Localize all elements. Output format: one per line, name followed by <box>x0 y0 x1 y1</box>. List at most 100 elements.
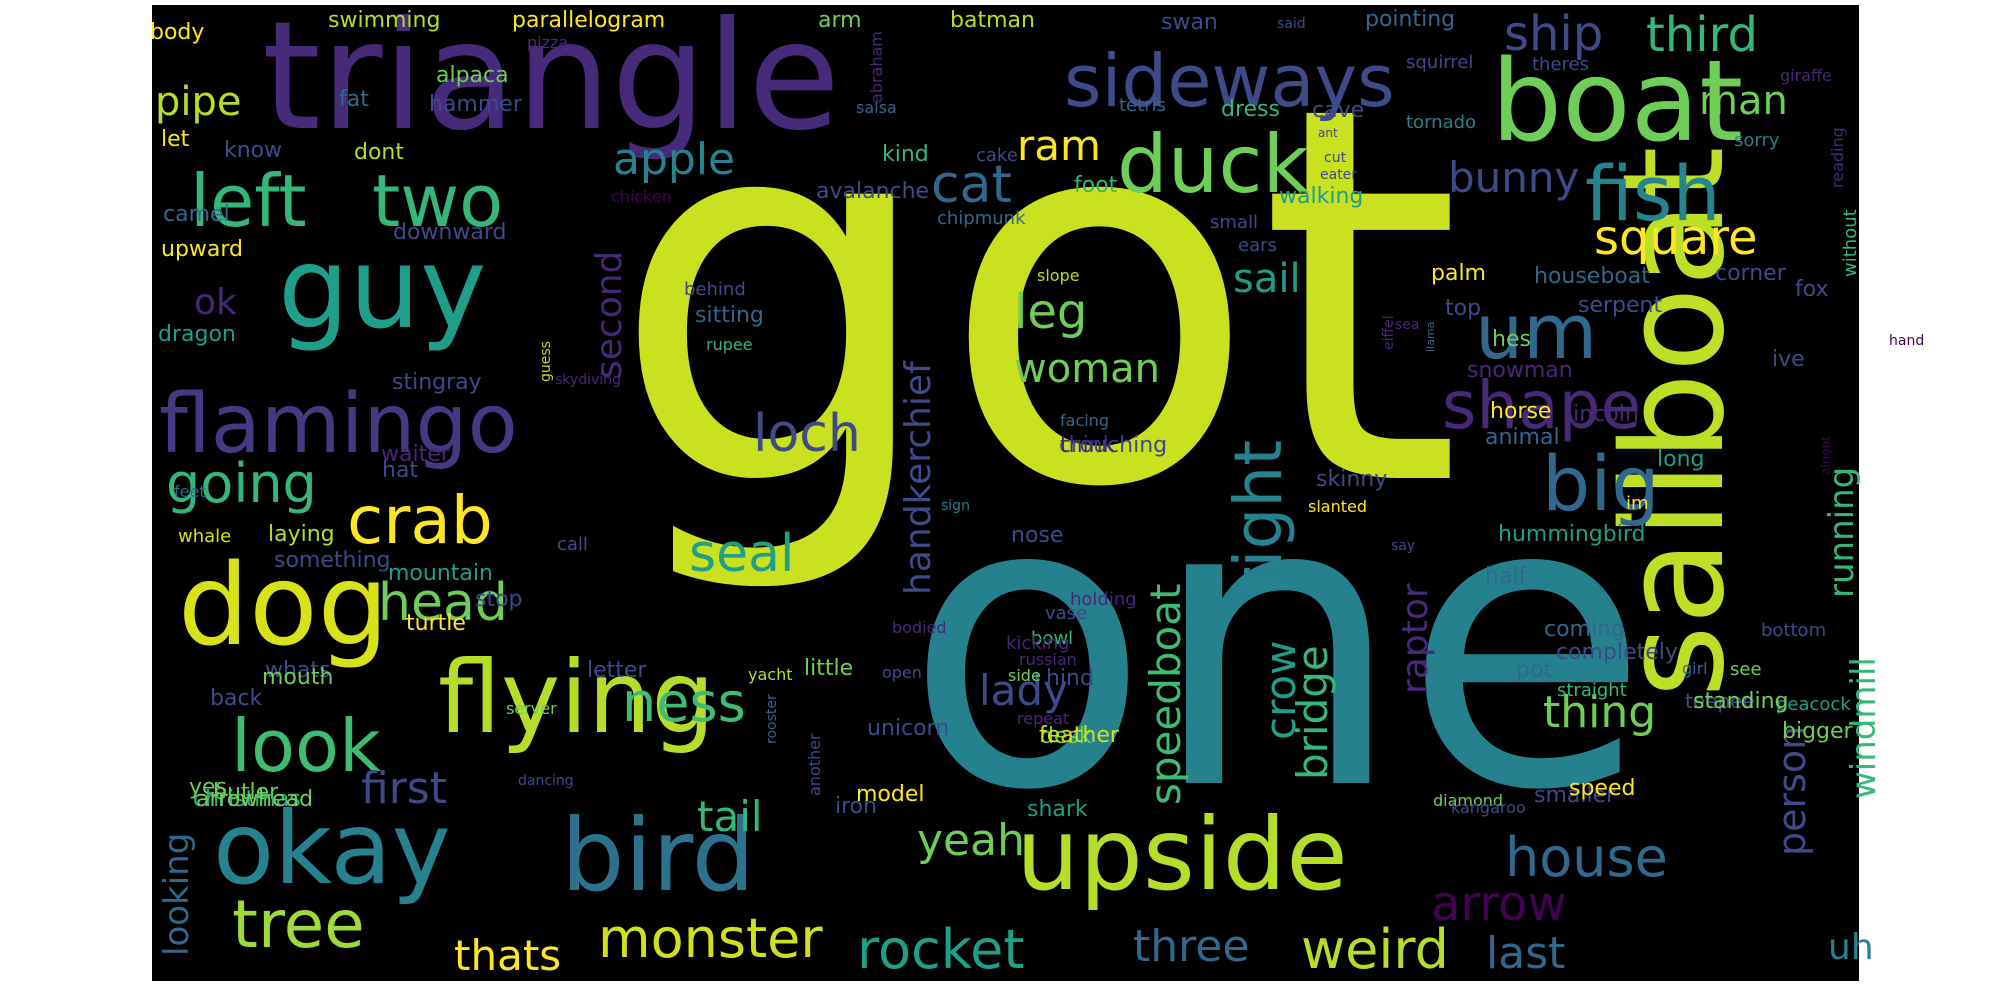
word-weird: weird <box>1301 918 1449 981</box>
word-pot: pot <box>1516 658 1552 683</box>
word-said: said <box>1277 16 1306 32</box>
word-third: third <box>1646 7 1758 63</box>
word-back: back <box>210 686 263 711</box>
word-feather: feather <box>1039 723 1120 748</box>
word-sorry: sorry <box>1734 130 1780 151</box>
word-arm: arm <box>818 8 862 33</box>
word-lincoln: lincoln <box>1567 402 1639 427</box>
word-raptor: raptor <box>1395 583 1436 694</box>
word-butler: butler <box>213 780 279 805</box>
word-swan: swan <box>1161 10 1218 35</box>
word-repeat: repeat <box>1017 709 1069 728</box>
word-speedboat: speedboat <box>1141 584 1190 805</box>
word-long: long <box>1657 447 1704 472</box>
word-eiffel: eiffel <box>1381 315 1397 350</box>
word-without: without <box>1840 209 1861 277</box>
word-nose: nose <box>1011 523 1063 548</box>
word-body: body <box>150 20 204 45</box>
word-square: square <box>1594 210 1758 266</box>
word-monster: monster <box>598 907 823 970</box>
word-seal: seal <box>689 524 794 584</box>
word-holding: holding <box>1070 589 1137 610</box>
word-big: big <box>1542 439 1660 528</box>
word-think: think <box>1060 433 1116 458</box>
word-pizza: pizza <box>527 33 568 52</box>
word-rooster: rooster <box>764 694 780 744</box>
word-handkerchief: handkerchief <box>898 360 939 595</box>
word-parallelogram: parallelogram <box>512 8 665 33</box>
word-three: three <box>1133 921 1249 972</box>
word-stingray: stingray <box>392 370 482 395</box>
word-call: call <box>557 534 588 555</box>
word-chicken: chicken <box>611 187 672 206</box>
word-batman: batman <box>950 8 1035 33</box>
word-lady: lady <box>979 666 1068 715</box>
word-llama: llama <box>1424 322 1437 352</box>
word-uh: uh <box>1828 927 1874 968</box>
word-fat: fat <box>339 87 369 112</box>
word-arrow: arrow <box>1431 876 1567 932</box>
word-dragon: dragon <box>158 322 236 347</box>
word-upward: upward <box>161 237 243 262</box>
word-tetris: tetris <box>1119 95 1166 116</box>
word-palm: palm <box>1431 261 1486 286</box>
word-sign: sign <box>941 498 970 514</box>
word-flying: flying <box>438 639 715 756</box>
word-sideways: sideways <box>1064 39 1395 123</box>
word-slanted: slanted <box>1308 497 1367 516</box>
word-ears: ears <box>1238 235 1277 256</box>
word-cut: cut <box>1324 150 1347 166</box>
word-server: server <box>506 699 557 718</box>
word-crouching: crouching <box>1059 433 1167 458</box>
word-another: another <box>805 733 824 796</box>
word-yeah: yeah <box>917 815 1025 866</box>
word-bowl: bowl <box>1031 628 1073 649</box>
word-swimming: swimming <box>328 8 440 33</box>
word-look: look <box>231 704 381 788</box>
word-straight: straight <box>1557 680 1627 701</box>
word-feet: feet <box>174 482 206 501</box>
word-thing: thing <box>1543 687 1656 738</box>
word-ram: ram <box>1017 121 1101 170</box>
word-kangaroo: kangaroo <box>1451 798 1526 817</box>
word-coming: coming <box>1544 617 1625 642</box>
word-houseboat: houseboat <box>1534 264 1650 289</box>
word-triangle: triangle <box>262 0 840 164</box>
word-alright: alright <box>1819 436 1833 475</box>
word-dont: dont <box>354 140 404 165</box>
word-skinny: skinny <box>1316 467 1387 492</box>
word-bigger: bigger <box>1782 719 1854 744</box>
word-tail: tail <box>697 792 763 841</box>
word-ness: ness <box>622 671 746 734</box>
word-completely: completely <box>1556 640 1678 665</box>
word-windmill: windmill <box>1844 657 1884 799</box>
word-skydiving: skydiving <box>555 372 621 388</box>
word-whale: whale <box>178 526 231 547</box>
word-sail: sail <box>1233 256 1301 302</box>
word-animal: animal <box>1485 425 1560 450</box>
word-two: two <box>372 159 503 243</box>
word-bunny: bunny <box>1448 153 1579 202</box>
word-small: small <box>1210 212 1258 233</box>
word-serpent: serpent <box>1578 293 1662 318</box>
word-theres: theres <box>1532 54 1589 75</box>
word-abraham: abraham <box>867 31 886 103</box>
word-downward: downward <box>393 220 506 245</box>
word-upside: upside <box>1016 796 1348 913</box>
word-say: say <box>1391 538 1415 554</box>
word-cake: cake <box>976 145 1018 166</box>
word-crow: crow <box>1256 641 1305 740</box>
word-whats: whats <box>265 658 331 683</box>
word-horse: horse <box>1490 399 1551 424</box>
word-chipmunk: chipmunk <box>937 208 1026 229</box>
word-dress: dress <box>1221 97 1280 122</box>
word-shape: shape <box>1442 367 1641 444</box>
word-flamingo: flamingo <box>159 377 518 472</box>
word-waiter: waiter <box>381 442 451 467</box>
word-boat: boat <box>1491 37 1743 167</box>
word-let: let <box>161 127 190 152</box>
word-desk: desk <box>1040 724 1092 749</box>
word-foot: foot <box>1074 173 1118 198</box>
